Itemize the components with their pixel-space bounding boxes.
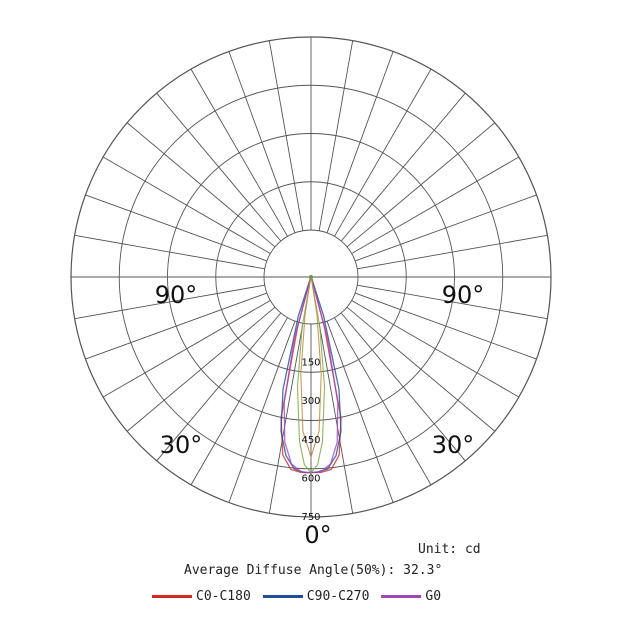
grid-spoke	[85, 292, 267, 360]
unit-label: Unit: cd	[418, 542, 481, 557]
grid-spoke	[85, 194, 267, 262]
grid-spoke	[351, 300, 520, 398]
legend-label: G0	[425, 588, 442, 604]
label-layer: 150 300 450 600 750 90° 90° 30° 30° 0°	[155, 281, 485, 549]
grid-spoke	[340, 92, 466, 242]
legend-swatch	[152, 594, 192, 598]
series-layer	[280, 275, 342, 474]
grid-spoke	[357, 284, 548, 320]
angle-label: 90°	[155, 281, 198, 309]
extra-curve-1	[300, 276, 322, 459]
legend-swatch	[381, 594, 422, 598]
legend-item: C0-C180	[152, 589, 251, 604]
grid-spoke	[190, 68, 288, 237]
grid-spoke	[156, 312, 282, 462]
grid-spokes	[71, 37, 551, 517]
average-diffuse-angle: Average Diffuse Angle(50%): 32.3°	[184, 563, 443, 578]
grid-spoke	[346, 122, 496, 248]
grid-spoke	[126, 122, 276, 248]
grid-spoke	[351, 156, 520, 254]
grid-spoke	[340, 312, 466, 462]
grid-spoke	[228, 321, 296, 503]
grid-spoke	[318, 40, 354, 231]
grid-spoke	[334, 317, 432, 486]
radial-tick-label: 450	[301, 435, 320, 446]
grid-spoke	[74, 234, 265, 270]
grid-spoke	[334, 68, 432, 237]
legend-item: C90-C270	[262, 588, 370, 604]
extra-curve-0	[296, 276, 326, 474]
radial-tick-label: 300	[301, 396, 320, 407]
grid-spoke	[126, 306, 276, 432]
grid-spoke	[326, 51, 394, 233]
radial-tick-label: 600	[301, 473, 320, 484]
grid-spoke	[228, 51, 296, 233]
grid-spoke	[355, 194, 537, 262]
grid-spoke	[74, 284, 265, 320]
grid-spoke	[268, 323, 304, 514]
grid-spoke	[102, 156, 271, 254]
angle-label: 90°	[442, 281, 485, 309]
radial-tick-label: 750	[301, 512, 320, 523]
angle-label: 30°	[160, 431, 203, 459]
center-dot	[309, 275, 313, 279]
angle-label: 30°	[432, 431, 475, 459]
grid-spoke	[190, 317, 288, 486]
grid-spoke	[326, 321, 394, 503]
radial-tick-label: 150	[301, 358, 320, 369]
grid-spoke	[346, 306, 496, 432]
grid-spoke	[268, 40, 304, 231]
grid-spoke	[318, 323, 354, 514]
legend-item: G0	[381, 589, 441, 604]
legend-label: C0-C180	[196, 588, 251, 604]
legend-swatch	[262, 594, 303, 598]
grid-spoke	[357, 234, 548, 270]
grid-spoke	[102, 300, 271, 398]
legend: C0-C180 C90-C270 G0	[152, 586, 453, 606]
grid-spoke	[355, 292, 537, 360]
angle-label: 0°	[304, 521, 331, 549]
grid-spoke	[156, 92, 282, 242]
legend-label: C90-C270	[306, 588, 370, 604]
